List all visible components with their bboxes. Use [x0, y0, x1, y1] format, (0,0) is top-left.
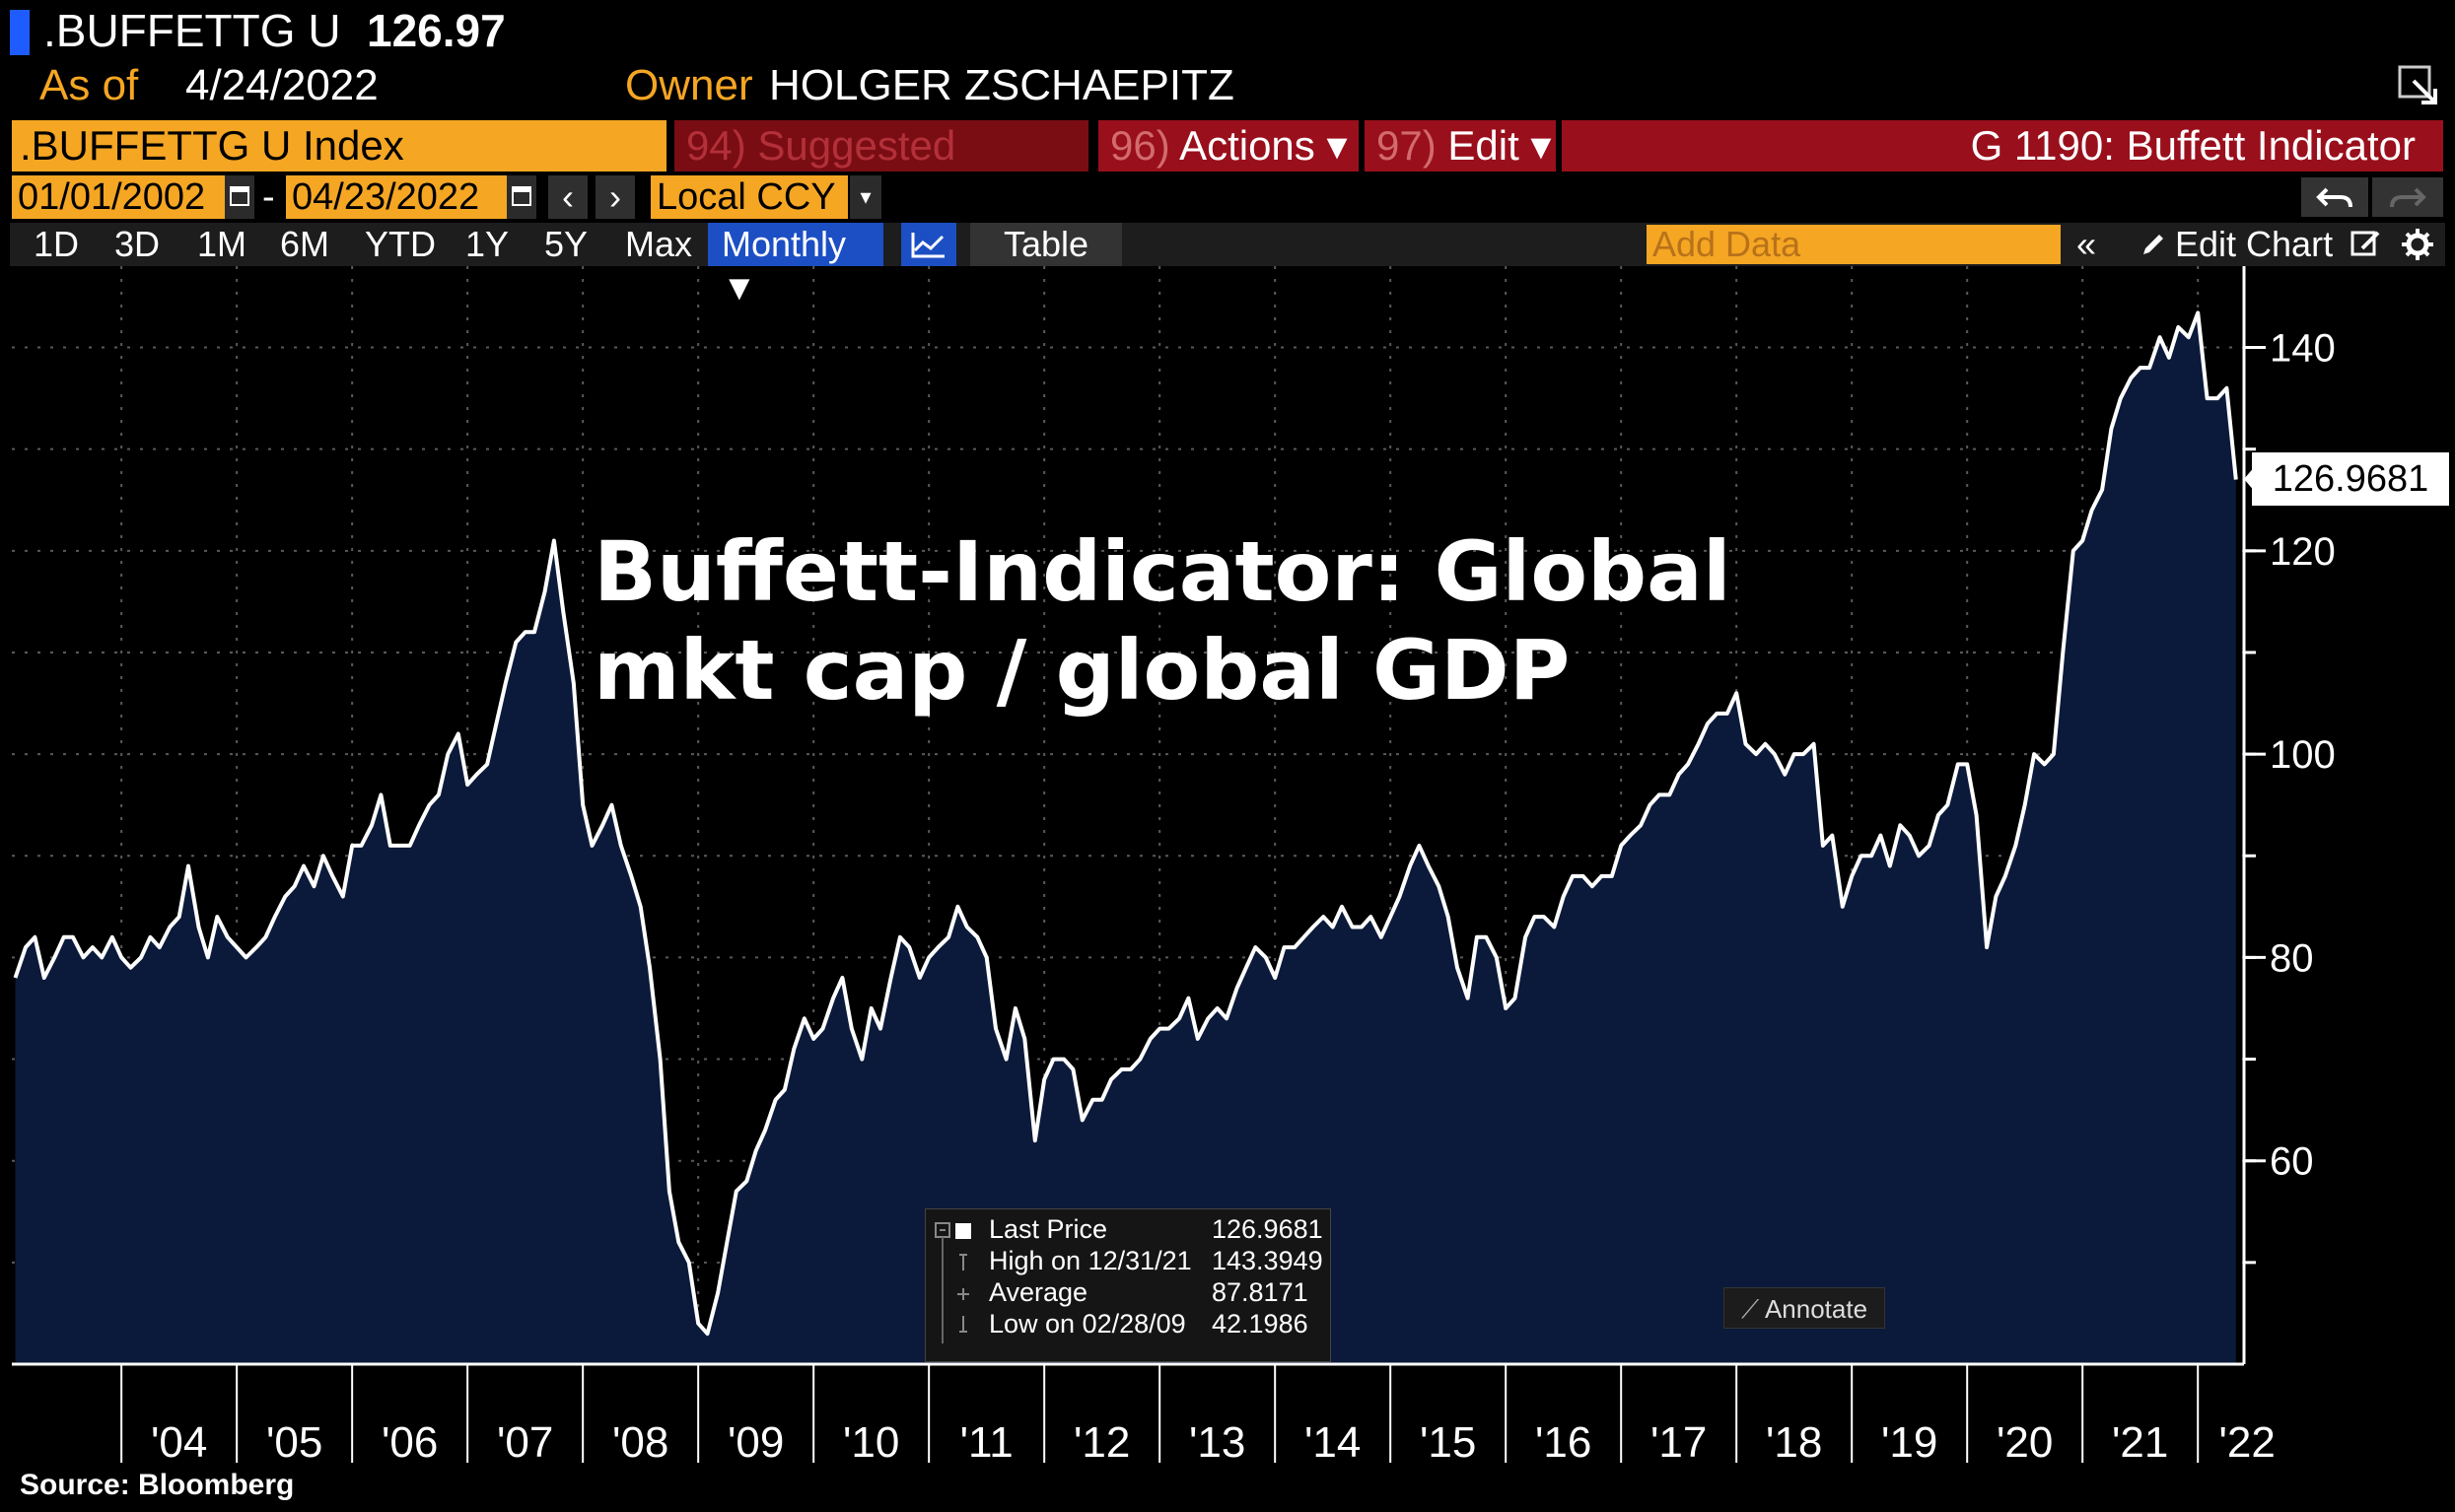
period-5y[interactable]: 5Y — [544, 224, 589, 264]
suggested-charts-button[interactable]: 94) Suggested Charts — [674, 120, 1088, 220]
edit-num: 97) — [1376, 122, 1437, 169]
last-value-label: 126.9681 — [2252, 452, 2449, 506]
x-tick-label: '18 — [1766, 1418, 1822, 1467]
prev-period-button[interactable]: ‹ — [548, 175, 588, 219]
actions-button[interactable]: 96) Actions ▾ — [1098, 120, 1359, 172]
x-tick-label: '12 — [1074, 1418, 1130, 1467]
x-tick-label: '19 — [1881, 1418, 1937, 1467]
source-note: Source: Bloomberg — [20, 1469, 295, 1501]
y-tick-label: 80 — [2270, 936, 2314, 980]
legend-high-value: 143.3949 — [1212, 1246, 1323, 1275]
legend-tree-icon — [935, 1222, 971, 1343]
edit-label: Edit ▾ — [1447, 122, 1552, 169]
end-date-input[interactable]: 04/23/2022 — [286, 175, 507, 219]
period-6m[interactable]: 6M — [280, 224, 330, 264]
legend-low-value: 42.1986 — [1212, 1309, 1308, 1339]
x-tick-label: '06 — [382, 1418, 438, 1467]
start-date-input[interactable]: 01/01/2002 — [12, 175, 225, 219]
currency-dropdown-icon[interactable]: ▾ — [850, 175, 881, 219]
owner-label: Owner — [625, 61, 753, 109]
as-of-label: As of — [39, 61, 139, 109]
period-ytd[interactable]: YTD — [365, 224, 436, 264]
settings-edit-icon[interactable] — [2349, 227, 2384, 262]
as-of-date: 4/24/2022 — [185, 61, 379, 109]
actions-label: Actions ▾ — [1179, 122, 1348, 169]
y-tick-label: 140 — [2270, 327, 2336, 371]
period-3d[interactable]: 3D — [114, 224, 161, 264]
table-button[interactable]: Table — [970, 223, 1122, 266]
end-calendar-icon[interactable] — [507, 175, 536, 219]
x-tick-label: '14 — [1304, 1418, 1361, 1467]
y-tick-label: 60 — [2270, 1140, 2314, 1184]
owner-name: HOLGER ZSCHAEPITZ — [769, 61, 1234, 109]
legend-high-label: High on 12/31/21 — [989, 1246, 1192, 1275]
x-tick-label: '07 — [497, 1418, 553, 1467]
undo-icon[interactable] — [2301, 177, 2368, 217]
period-max[interactable]: Max — [625, 224, 693, 264]
start-calendar-icon[interactable] — [225, 175, 254, 219]
date-separator: - — [262, 176, 275, 218]
last-value-pointer — [2244, 465, 2256, 493]
pencil-icon — [2138, 229, 2169, 260]
currency-select[interactable]: Local CCY — [651, 175, 848, 219]
x-tick-label: '05 — [266, 1418, 322, 1467]
x-tick-label: '13 — [1189, 1418, 1245, 1467]
chart-type-icon[interactable] — [901, 223, 956, 266]
legend-average-value: 87.8171 — [1212, 1277, 1308, 1307]
redo-icon[interactable] — [2372, 177, 2443, 217]
ticker-symbol: .BUFFETTG U — [43, 5, 341, 56]
gear-icon[interactable] — [2398, 225, 2437, 264]
legend-last-price-value: 126.9681 — [1212, 1214, 1323, 1244]
legend-last-price-label: Last Price — [989, 1214, 1108, 1244]
x-tick-label: '10 — [843, 1418, 899, 1467]
period-1y[interactable]: 1Y — [465, 224, 510, 264]
x-tick-label: '11 — [960, 1418, 1014, 1467]
frequency-select[interactable]: Monthly ▼ — [708, 223, 883, 308]
annotate-button[interactable]: ⟋ Annotate — [1723, 1287, 1885, 1329]
annotate-pencil-icon: ⟋ — [1740, 1294, 1765, 1324]
y-axis-ticks: 140 120 100 80 60 — [2244, 327, 2336, 1265]
x-axis-ticks: '04 '05 '06 '07 '08 '09 '10 '11 '12 '13 '14 '15 '16 '… — [120, 1364, 2276, 1467]
period-1d[interactable]: 1D — [34, 224, 80, 264]
edit-chart-button[interactable]: Edit Chart — [2175, 224, 2334, 264]
last-price: 126.97 — [367, 5, 506, 56]
x-tick-label: '08 — [612, 1418, 668, 1467]
legend-box: Last Price 126.9681 High on 12/31/21 143… — [925, 1208, 1331, 1362]
chart-title: Buffett-Indicator: Global mkt cap / glob… — [594, 523, 1731, 719]
x-tick-label: '20 — [1997, 1418, 2053, 1467]
x-tick-label: '15 — [1420, 1418, 1476, 1467]
legend-average-label: Average — [989, 1277, 1088, 1307]
x-tick-label: '17 — [1650, 1418, 1707, 1467]
annotate-label: Annotate — [1764, 1294, 1868, 1324]
series-area — [15, 312, 2236, 1364]
y-tick-label: 100 — [2270, 733, 2336, 777]
x-tick-label: '09 — [728, 1418, 784, 1467]
x-tick-label: '04 — [151, 1418, 207, 1467]
ticker-color-marker — [10, 10, 30, 55]
chart-id-title: G 1190: Buffett Indicator — [1562, 120, 2443, 172]
suggested-num: 94) — [686, 122, 746, 169]
legend-low-label: Low on 02/28/09 — [989, 1309, 1186, 1339]
y-tick-label: 120 — [2270, 530, 2336, 574]
x-tick-label: '22 — [2219, 1418, 2276, 1467]
x-tick-label: '21 — [2112, 1418, 2168, 1467]
period-1m[interactable]: 1M — [197, 224, 247, 264]
series-line — [13, 310, 2238, 1337]
security-input[interactable]: .BUFFETTG U Index — [12, 120, 666, 172]
edit-button[interactable]: 97) Edit ▾ — [1365, 120, 1556, 172]
add-data-input[interactable]: Add Data — [1647, 225, 2061, 264]
actions-num: 96) — [1110, 122, 1170, 169]
collapse-icon[interactable]: « — [2076, 224, 2097, 264]
export-icon[interactable] — [2396, 63, 2439, 106]
next-period-button[interactable]: › — [596, 175, 635, 219]
x-tick-label: '16 — [1535, 1418, 1591, 1467]
